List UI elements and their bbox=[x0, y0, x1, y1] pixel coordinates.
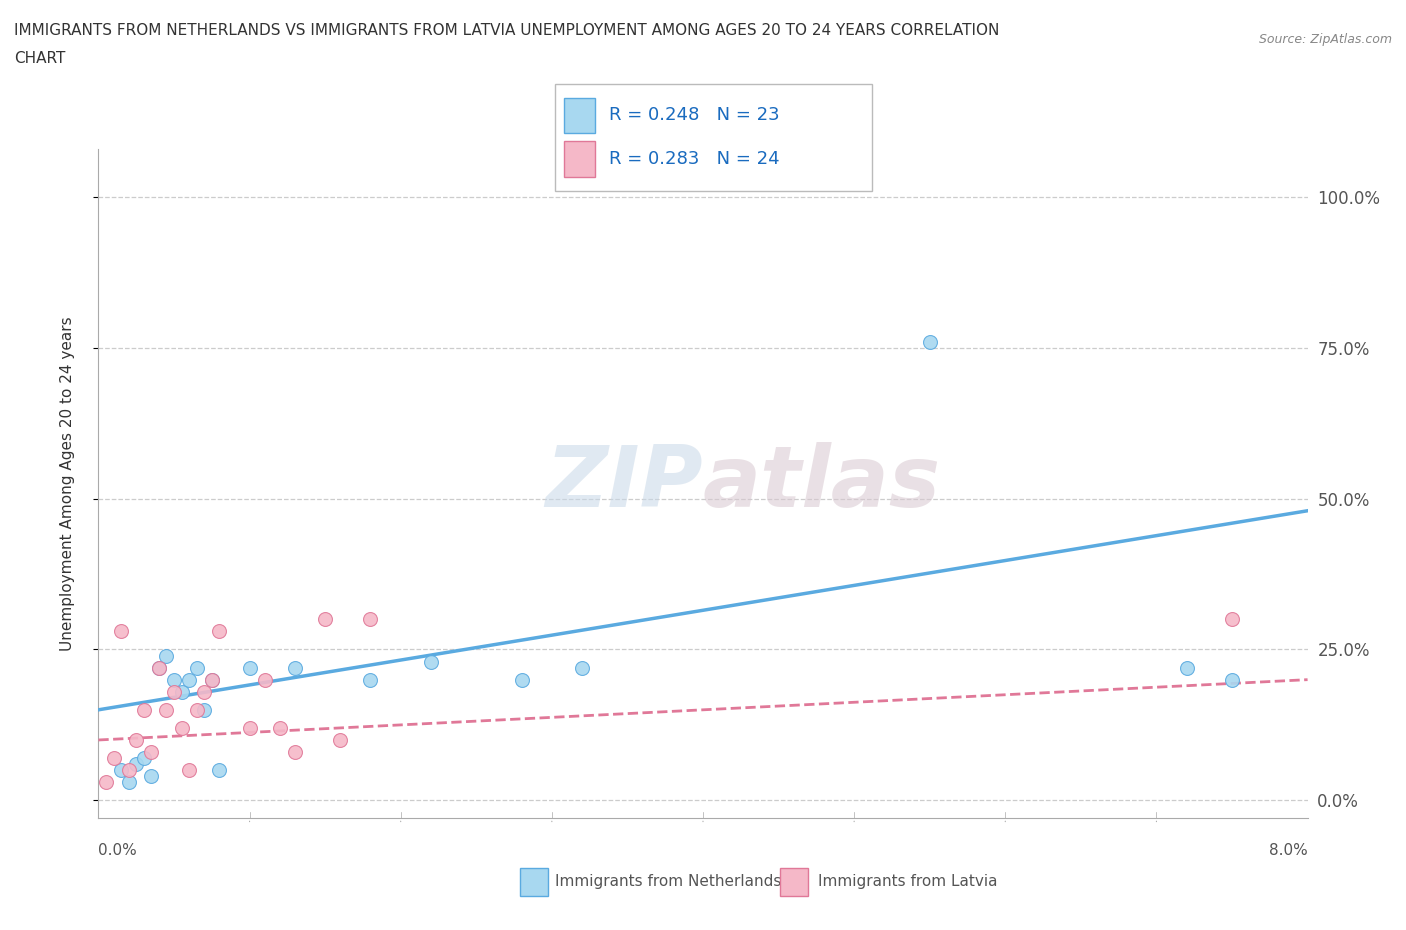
Point bbox=[269, 721, 291, 736]
Point bbox=[155, 702, 177, 717]
Point bbox=[284, 745, 307, 760]
Point bbox=[186, 702, 208, 717]
Text: IMMIGRANTS FROM NETHERLANDS VS IMMIGRANTS FROM LATVIA UNEMPLOYMENT AMONG AGES 20: IMMIGRANTS FROM NETHERLANDS VS IMMIGRANT… bbox=[14, 23, 1000, 38]
Point bbox=[110, 624, 132, 639]
Point bbox=[314, 612, 336, 627]
Text: atlas: atlas bbox=[703, 442, 941, 525]
Point bbox=[1175, 660, 1198, 675]
Text: CHART: CHART bbox=[14, 51, 66, 66]
Point bbox=[193, 702, 215, 717]
Point bbox=[170, 684, 193, 699]
Point bbox=[918, 335, 941, 350]
Point bbox=[163, 684, 186, 699]
Point bbox=[571, 660, 593, 675]
Point bbox=[110, 763, 132, 777]
Point bbox=[201, 672, 224, 687]
Text: ZIP: ZIP bbox=[546, 442, 703, 525]
Point bbox=[420, 654, 443, 669]
Point bbox=[118, 775, 141, 790]
Point bbox=[360, 612, 382, 627]
Point bbox=[360, 672, 382, 687]
Point bbox=[118, 763, 141, 777]
Text: R = 0.283   N = 24: R = 0.283 N = 24 bbox=[609, 150, 779, 168]
Point bbox=[193, 684, 215, 699]
Point bbox=[239, 721, 262, 736]
Point bbox=[253, 672, 276, 687]
Point bbox=[1220, 672, 1243, 687]
Text: 8.0%: 8.0% bbox=[1268, 844, 1308, 858]
Text: Source: ZipAtlas.com: Source: ZipAtlas.com bbox=[1258, 33, 1392, 46]
Point bbox=[201, 672, 224, 687]
Text: Immigrants from Latvia: Immigrants from Latvia bbox=[818, 874, 998, 889]
Point bbox=[94, 775, 117, 790]
Point bbox=[148, 660, 170, 675]
Point bbox=[163, 672, 186, 687]
Point bbox=[141, 745, 163, 760]
Point bbox=[141, 769, 163, 784]
Text: 0.0%: 0.0% bbox=[98, 844, 138, 858]
Point bbox=[179, 672, 201, 687]
Point bbox=[103, 751, 125, 765]
Point bbox=[170, 721, 193, 736]
Point bbox=[125, 757, 148, 772]
Point bbox=[284, 660, 307, 675]
Point bbox=[125, 733, 148, 748]
Text: Immigrants from Netherlands: Immigrants from Netherlands bbox=[555, 874, 782, 889]
Point bbox=[1220, 612, 1243, 627]
Point bbox=[155, 648, 177, 663]
Point bbox=[208, 763, 231, 777]
Point bbox=[179, 763, 201, 777]
Point bbox=[132, 751, 155, 765]
Point bbox=[329, 733, 352, 748]
Text: R = 0.248   N = 23: R = 0.248 N = 23 bbox=[609, 106, 779, 125]
Point bbox=[239, 660, 262, 675]
Point bbox=[186, 660, 208, 675]
Point bbox=[208, 624, 231, 639]
Point bbox=[132, 702, 155, 717]
Y-axis label: Unemployment Among Ages 20 to 24 years: Unemployment Among Ages 20 to 24 years bbox=[60, 316, 75, 651]
Point bbox=[148, 660, 170, 675]
Point bbox=[510, 672, 533, 687]
